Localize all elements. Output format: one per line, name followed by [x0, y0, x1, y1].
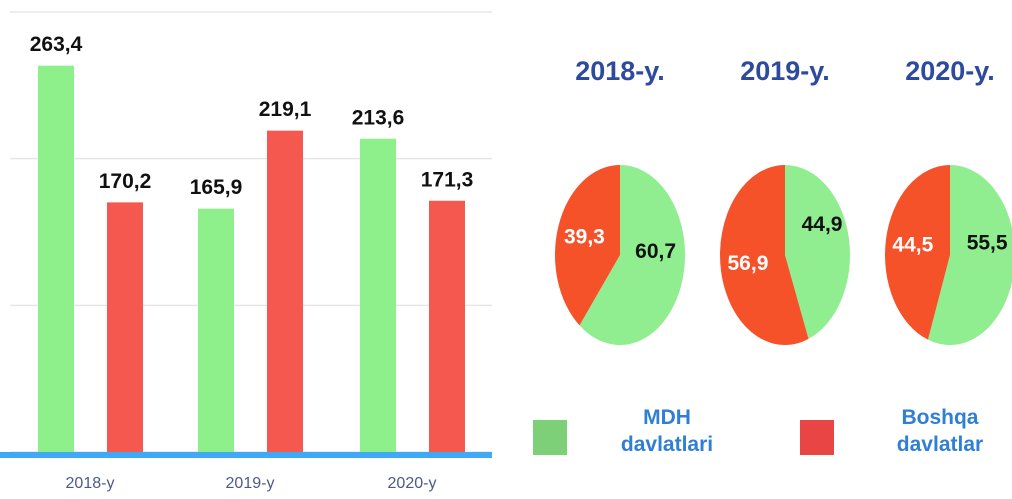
- pie-label: 44,5: [892, 234, 933, 257]
- data-label: 170,2: [99, 170, 152, 193]
- legend-swatch: [800, 420, 834, 455]
- data-label: 263,4: [30, 33, 83, 56]
- pie-label: 39,3: [564, 225, 605, 248]
- pie-label: 44,9: [802, 213, 843, 236]
- x-tick-label: 2018-y: [66, 475, 115, 492]
- bar: [107, 202, 143, 452]
- x-tick-label: 2019-y: [226, 475, 275, 492]
- legend-label: Boshqa davlatlar: [896, 406, 984, 456]
- data-label: 171,3: [421, 168, 474, 191]
- bar: [38, 65, 74, 453]
- pie-title: 2019-y.: [740, 56, 830, 86]
- pie-slice: [720, 165, 809, 345]
- x-tick-label: 2020-y: [388, 475, 437, 492]
- pie-slice: [927, 165, 1012, 345]
- pie-label: 56,9: [728, 252, 769, 275]
- pie-slice: [785, 165, 850, 339]
- legend-label: MDH davlatlari: [620, 406, 714, 456]
- pie-label: 60,7: [635, 240, 676, 263]
- bar: [267, 130, 303, 453]
- pie-label: 55,5: [967, 232, 1008, 255]
- pie-slice: [579, 165, 686, 346]
- pie-title: 2018-y.: [575, 56, 665, 86]
- bar: [429, 200, 465, 452]
- pie-title: 2020-y.: [905, 56, 995, 86]
- bar: [360, 138, 396, 452]
- pie-slice: [555, 165, 620, 326]
- data-label: 165,9: [190, 176, 243, 199]
- data-label: 213,6: [352, 106, 405, 129]
- data-label: 219,1: [259, 98, 312, 121]
- bar: [198, 208, 234, 452]
- pie-slice: [885, 165, 950, 340]
- legend-swatch: [533, 420, 567, 455]
